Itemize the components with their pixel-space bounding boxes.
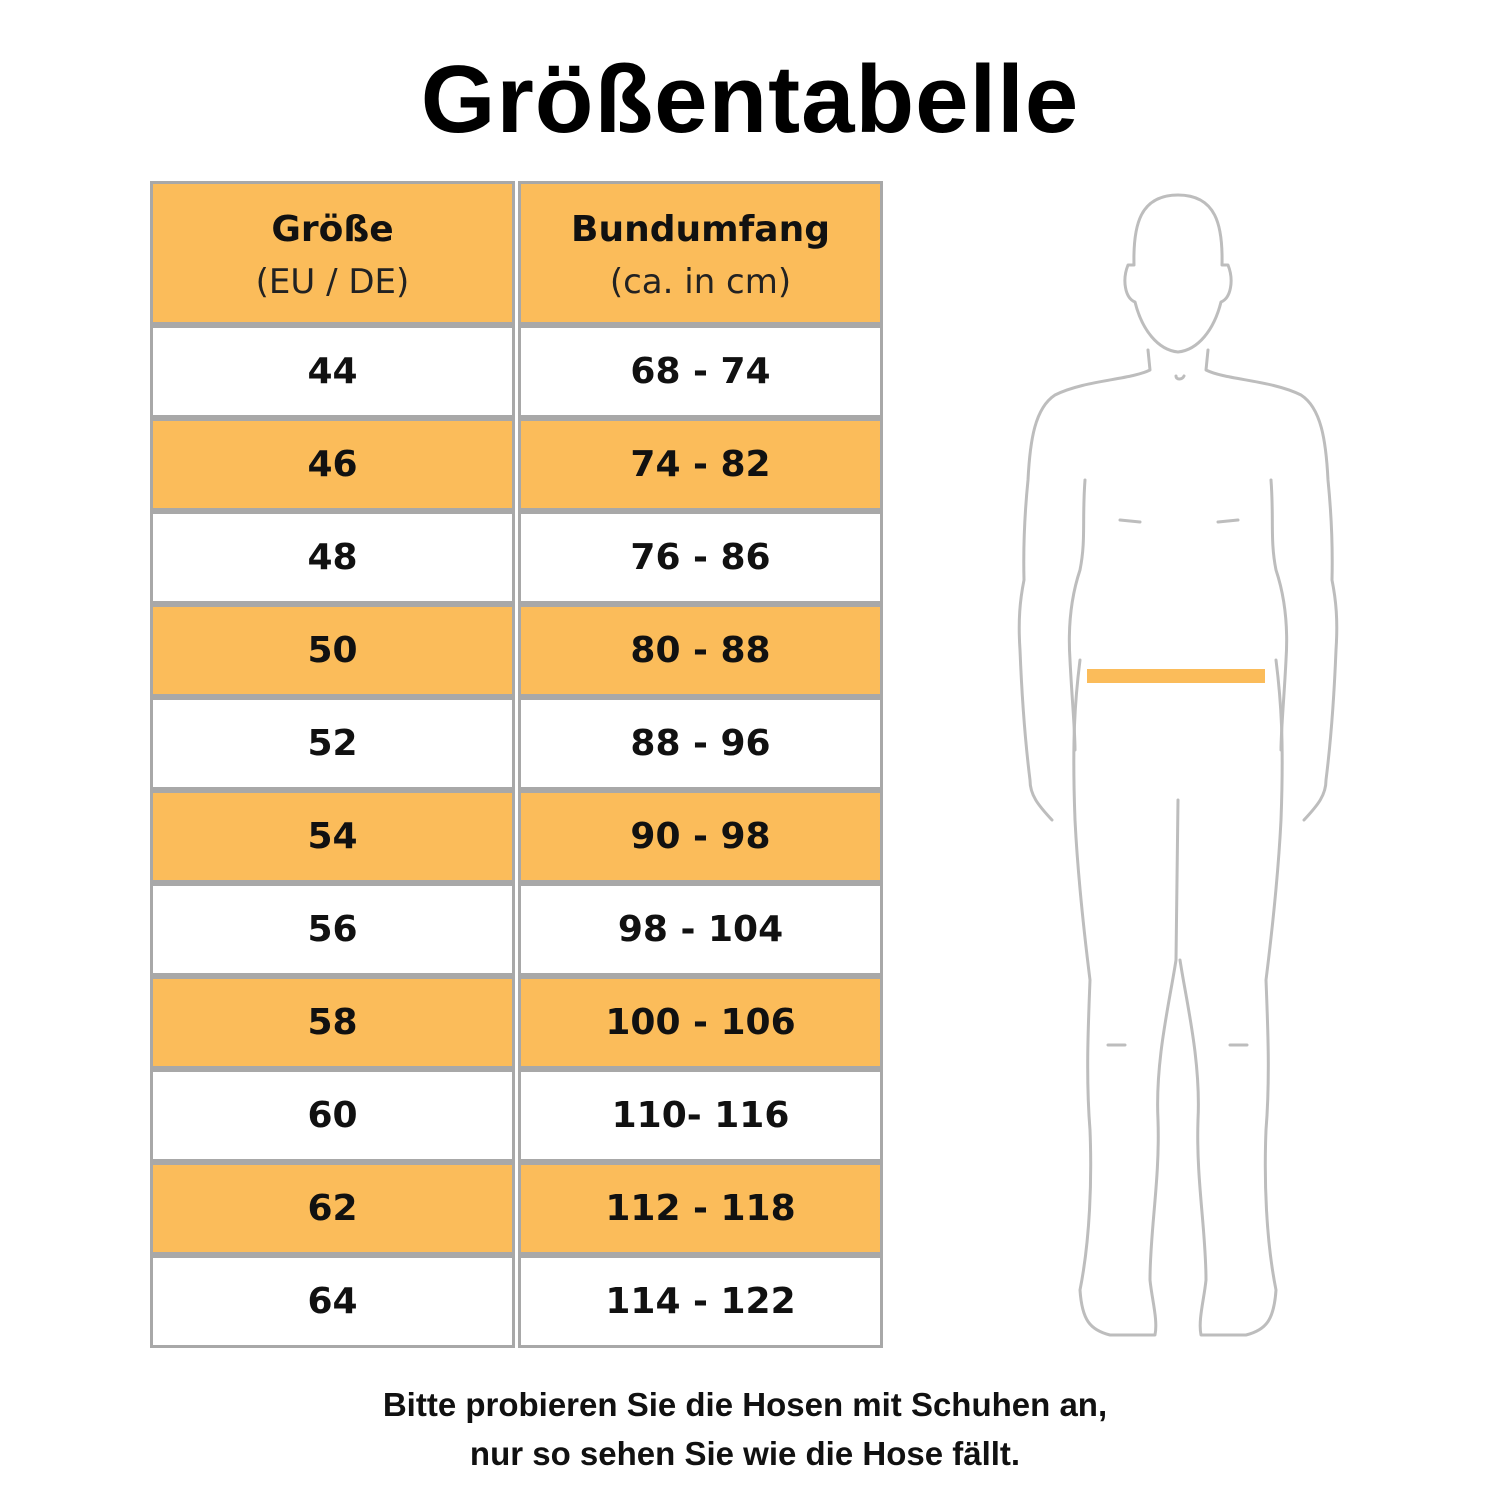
right-leg-outline [1178,658,1284,1337]
footer-line-1: Bitte probieren Sie die Hosen mit Schuhe… [382,1386,1108,1423]
table-row: 50 80 - 88 [150,604,883,697]
chest-lines [1118,374,1240,524]
waist-cell: 80 - 88 [518,604,883,697]
size-table: Größe (EU / DE) Bundumfang (ca. in cm) 4… [147,181,886,1348]
header-size: Größe (EU / DE) [150,181,515,325]
torso-right-outline [1204,348,1339,822]
size-cell: 60 [150,1069,515,1162]
table-row: 52 88 - 96 [150,697,883,790]
waist-cell: 100 - 106 [518,976,883,1069]
header-waist-sub: (ca. in cm) [609,261,792,302]
table-row: 60 110- 116 [150,1069,883,1162]
waist-cell: 110- 116 [518,1069,883,1162]
table-row: 64 114 - 122 [150,1255,883,1348]
waist-cell: 76 - 86 [518,511,883,604]
waist-cell: 114 - 122 [518,1255,883,1348]
table-header-row: Größe (EU / DE) Bundumfang (ca. in cm) [150,181,883,325]
size-cell: 52 [150,697,515,790]
header-waist: Bundumfang (ca. in cm) [518,181,883,325]
head-outline [1123,193,1233,354]
size-cell: 64 [150,1255,515,1348]
size-cell: 50 [150,604,515,697]
body-outline-icon [1017,193,1339,1337]
size-cell: 48 [150,511,515,604]
waist-cell: 90 - 98 [518,790,883,883]
table-row: 44 68 - 74 [150,325,883,418]
waist-cell: 112 - 118 [518,1162,883,1255]
right-inner-arm [1269,478,1289,752]
table-row: 46 74 - 82 [150,418,883,511]
table-row: 62 112 - 118 [150,1162,883,1255]
torso-left-outline [1017,348,1152,822]
table-row: 56 98 - 104 [150,883,883,976]
waist-cell: 88 - 96 [518,697,883,790]
table-row: 54 90 - 98 [150,790,883,883]
size-cell: 44 [150,325,515,418]
header-waist-label: Bundumfang [571,208,830,250]
footer-note: Bitte probieren Sie die Hosen mit Schuhe… [0,1380,1490,1478]
header-size-sub: (EU / DE) [255,261,410,302]
size-cell: 46 [150,418,515,511]
waist-cell: 68 - 74 [518,325,883,418]
left-inner-arm [1067,478,1087,752]
size-cell: 56 [150,883,515,976]
left-leg-outline [1072,658,1180,1337]
page-title: Größentabelle [420,46,1080,153]
size-cell: 62 [150,1162,515,1255]
size-cell: 54 [150,790,515,883]
waist-marker [1087,669,1265,683]
table-row: 58 100 - 106 [150,976,883,1069]
waist-cell: 74 - 82 [518,418,883,511]
footer-line-2: nur so sehen Sie wie die Hose fällt. [469,1435,1021,1472]
header-size-label: Größe [271,208,394,250]
table-row: 48 76 - 86 [150,511,883,604]
waist-cell: 98 - 104 [518,883,883,976]
size-cell: 58 [150,976,515,1069]
